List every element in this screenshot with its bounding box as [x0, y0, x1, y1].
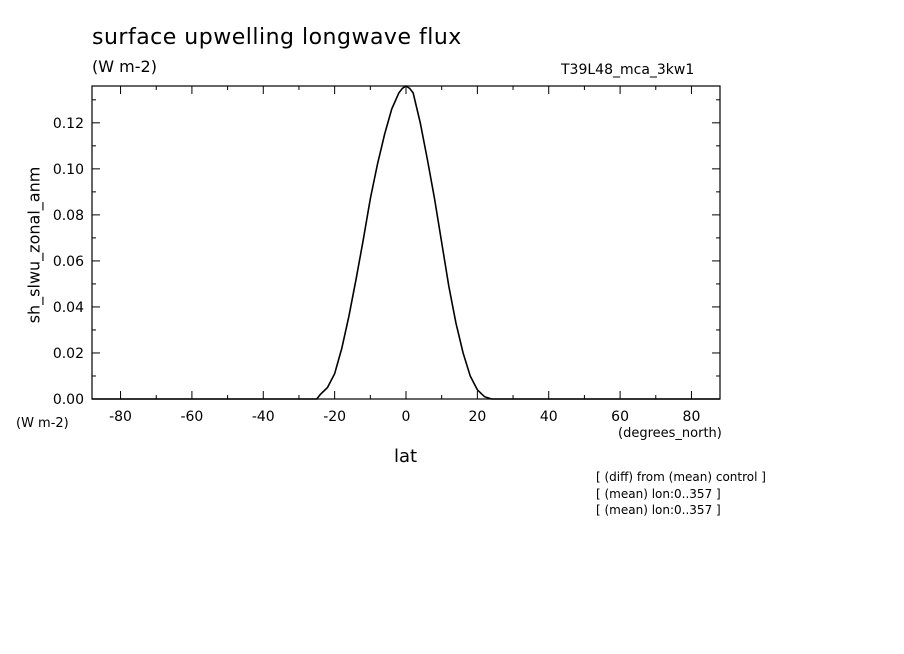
- x-axis-units: (degrees_north): [618, 426, 722, 441]
- note-mean-lon-1: [ (mean) lon:0..357 ]: [596, 487, 721, 501]
- x-tick-label: -40: [252, 409, 275, 425]
- y-tick-label: 0.02: [53, 346, 84, 362]
- x-tick-label: -80: [109, 409, 132, 425]
- y-tick-label: 0.00: [53, 392, 84, 408]
- y-tick-label: 0.10: [53, 162, 84, 178]
- run-name: T39L48_mca_3kw1: [561, 62, 695, 78]
- note-diff: [ (diff) from (mean) control ]: [596, 470, 766, 484]
- x-tick-label: -20: [323, 409, 346, 425]
- note-mean-lon-2: [ (mean) lon:0..357 ]: [596, 503, 721, 517]
- x-tick-label: 60: [611, 409, 629, 425]
- x-tick-label: 0: [402, 409, 411, 425]
- x-tick-label: -60: [180, 409, 203, 425]
- plot-frame: [91, 85, 721, 400]
- y-tick-label: 0.04: [53, 300, 84, 316]
- y-axis-units: (W m-2): [16, 416, 69, 431]
- axis-ticks: [92, 86, 720, 400]
- title-units: (W m-2): [92, 57, 157, 76]
- x-tick-label: 40: [540, 409, 558, 425]
- x-axis-label: lat: [394, 446, 418, 467]
- x-tick-label: 80: [683, 409, 701, 425]
- tick-labels: -80 -60 -40 -20 0 20 40 60 80 0.00 0.02 0.04 0.06 0.0…: [53, 116, 701, 425]
- y-tick-label: 0.06: [53, 254, 84, 270]
- y-tick-label: 0.12: [53, 116, 84, 132]
- series-line: [92, 85, 720, 400]
- chart-title: surface upwelling longwave flux: [92, 25, 462, 50]
- x-tick-label: 20: [468, 409, 486, 425]
- y-tick-label: 0.08: [53, 208, 84, 224]
